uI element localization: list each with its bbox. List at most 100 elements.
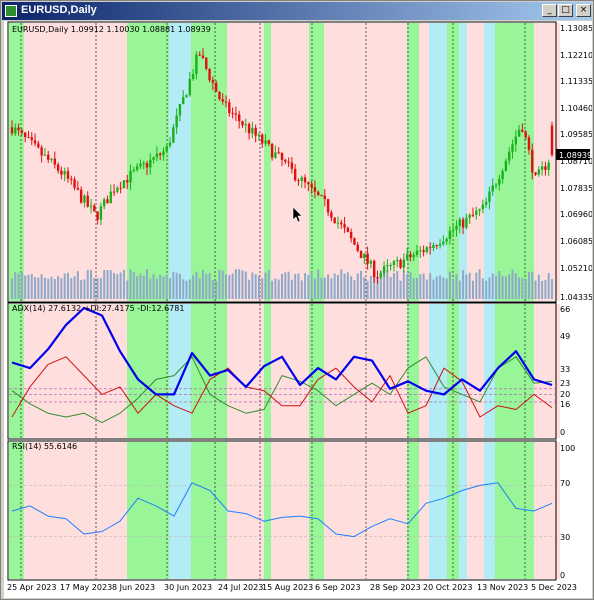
candle-body (435, 244, 438, 246)
candle-body (330, 212, 333, 218)
volume-bar (475, 272, 478, 299)
volume-bar (221, 270, 224, 299)
volume-bar (83, 279, 86, 299)
candle-body (76, 187, 80, 190)
candle-body (320, 195, 323, 197)
candle-body (162, 151, 165, 156)
candle-body (257, 134, 261, 136)
candle-body (356, 244, 359, 251)
rsi-axis: 100 70 30 0 (560, 444, 575, 580)
candle-body (33, 140, 37, 144)
volume-bar (527, 271, 530, 299)
candle-body (442, 241, 445, 244)
adx-tick: 16 (560, 400, 570, 409)
zone-band (429, 304, 447, 438)
chart-area[interactable]: EURUSD,Daily 1.09912 1.10030 1.08881 1.0… (4, 21, 593, 598)
volume-bar (30, 274, 33, 299)
price-tick: 1.09585 (560, 130, 592, 139)
candle-body (392, 261, 396, 266)
candle-body (531, 149, 534, 173)
candle-body (376, 277, 379, 279)
chart-canvas[interactable]: EURUSD,Daily 1.09912 1.10030 1.08881 1.0… (4, 21, 593, 598)
price-tick: 1.13085 (560, 24, 592, 33)
zone-background (9, 23, 560, 579)
volume-bar (412, 278, 415, 299)
minimize-button[interactable]: _ (542, 4, 557, 17)
adx-pane-frame (7, 302, 557, 440)
date-tick: 28 Sep 2023 (370, 583, 421, 592)
window-title: EURUSD,Daily (21, 4, 97, 16)
volume-bar (501, 275, 504, 299)
candle-body (47, 154, 50, 160)
date-tick: 24 Jul 2023 (218, 583, 263, 592)
current-price-label: 1.08939 (559, 151, 592, 160)
candle-body (359, 250, 363, 259)
volume-bar (109, 270, 112, 299)
volume-bar (551, 279, 553, 299)
volume-bar (491, 273, 494, 299)
candle-body (182, 97, 185, 105)
date-tick: 13 Nov 2023 (477, 583, 528, 592)
volume-bar (182, 279, 185, 299)
zone-band (169, 442, 191, 579)
candle-body (211, 80, 215, 83)
zone-band (484, 304, 495, 438)
volume-bar (76, 271, 79, 299)
candle-body (155, 153, 159, 158)
zone-band (46, 23, 127, 301)
volume-bar (119, 272, 122, 299)
current-price-marker (556, 149, 590, 160)
candle-body (382, 266, 386, 274)
volume-bar (284, 272, 287, 299)
zone-band (24, 442, 46, 579)
zone-band (169, 304, 191, 438)
candle-body (461, 219, 465, 228)
zone-band (419, 442, 429, 579)
volume-bar (70, 277, 73, 299)
mouse-cursor-icon (292, 206, 303, 223)
volume-bar (310, 271, 313, 299)
date-tick: 8 Jun 2023 (112, 583, 155, 592)
candle-body (326, 199, 330, 213)
zone-band (484, 23, 495, 301)
volume-bar (481, 278, 484, 299)
candle-body (70, 178, 73, 180)
volume-bar (327, 274, 330, 299)
volume-bar (139, 273, 142, 299)
candle-body (79, 189, 83, 203)
adx-tick: 66 (560, 305, 570, 314)
candle-body (83, 195, 86, 203)
zone-band (309, 23, 324, 301)
candle-body (135, 166, 139, 170)
zone-band (227, 304, 264, 438)
volume-bar (215, 280, 218, 299)
price-tick: 1.07835 (560, 184, 592, 193)
volume-bar (442, 277, 445, 299)
candle-body (60, 170, 63, 175)
candle-body (353, 238, 356, 245)
candle-body (214, 82, 218, 92)
volume-bar (317, 269, 320, 299)
candle-body (195, 54, 198, 75)
volume-bar (63, 273, 66, 299)
candle-body (30, 137, 33, 141)
candle-body (73, 179, 76, 188)
date-axis: 25 Apr 2023 17 May 2023 8 Jun 2023 30 Ju… (7, 583, 577, 592)
title-bar[interactable]: EURUSD,Daily _ □ × (2, 2, 592, 20)
volume-bar (113, 272, 116, 299)
candle-body (547, 162, 550, 170)
close-button[interactable]: × (576, 4, 591, 17)
volume-bar (248, 279, 251, 299)
candle-body (145, 163, 149, 168)
minus-di-line (11, 356, 553, 418)
candle-body (228, 102, 231, 113)
volume-bar (376, 277, 379, 299)
volume-bar (396, 271, 399, 299)
volume-bar (340, 269, 343, 299)
candle-body (106, 199, 109, 204)
maximize-button[interactable]: □ (558, 4, 573, 17)
zone-band (324, 23, 407, 301)
zone-band (9, 304, 24, 438)
chart-window-icon (5, 5, 17, 17)
volume-bar (261, 278, 264, 299)
